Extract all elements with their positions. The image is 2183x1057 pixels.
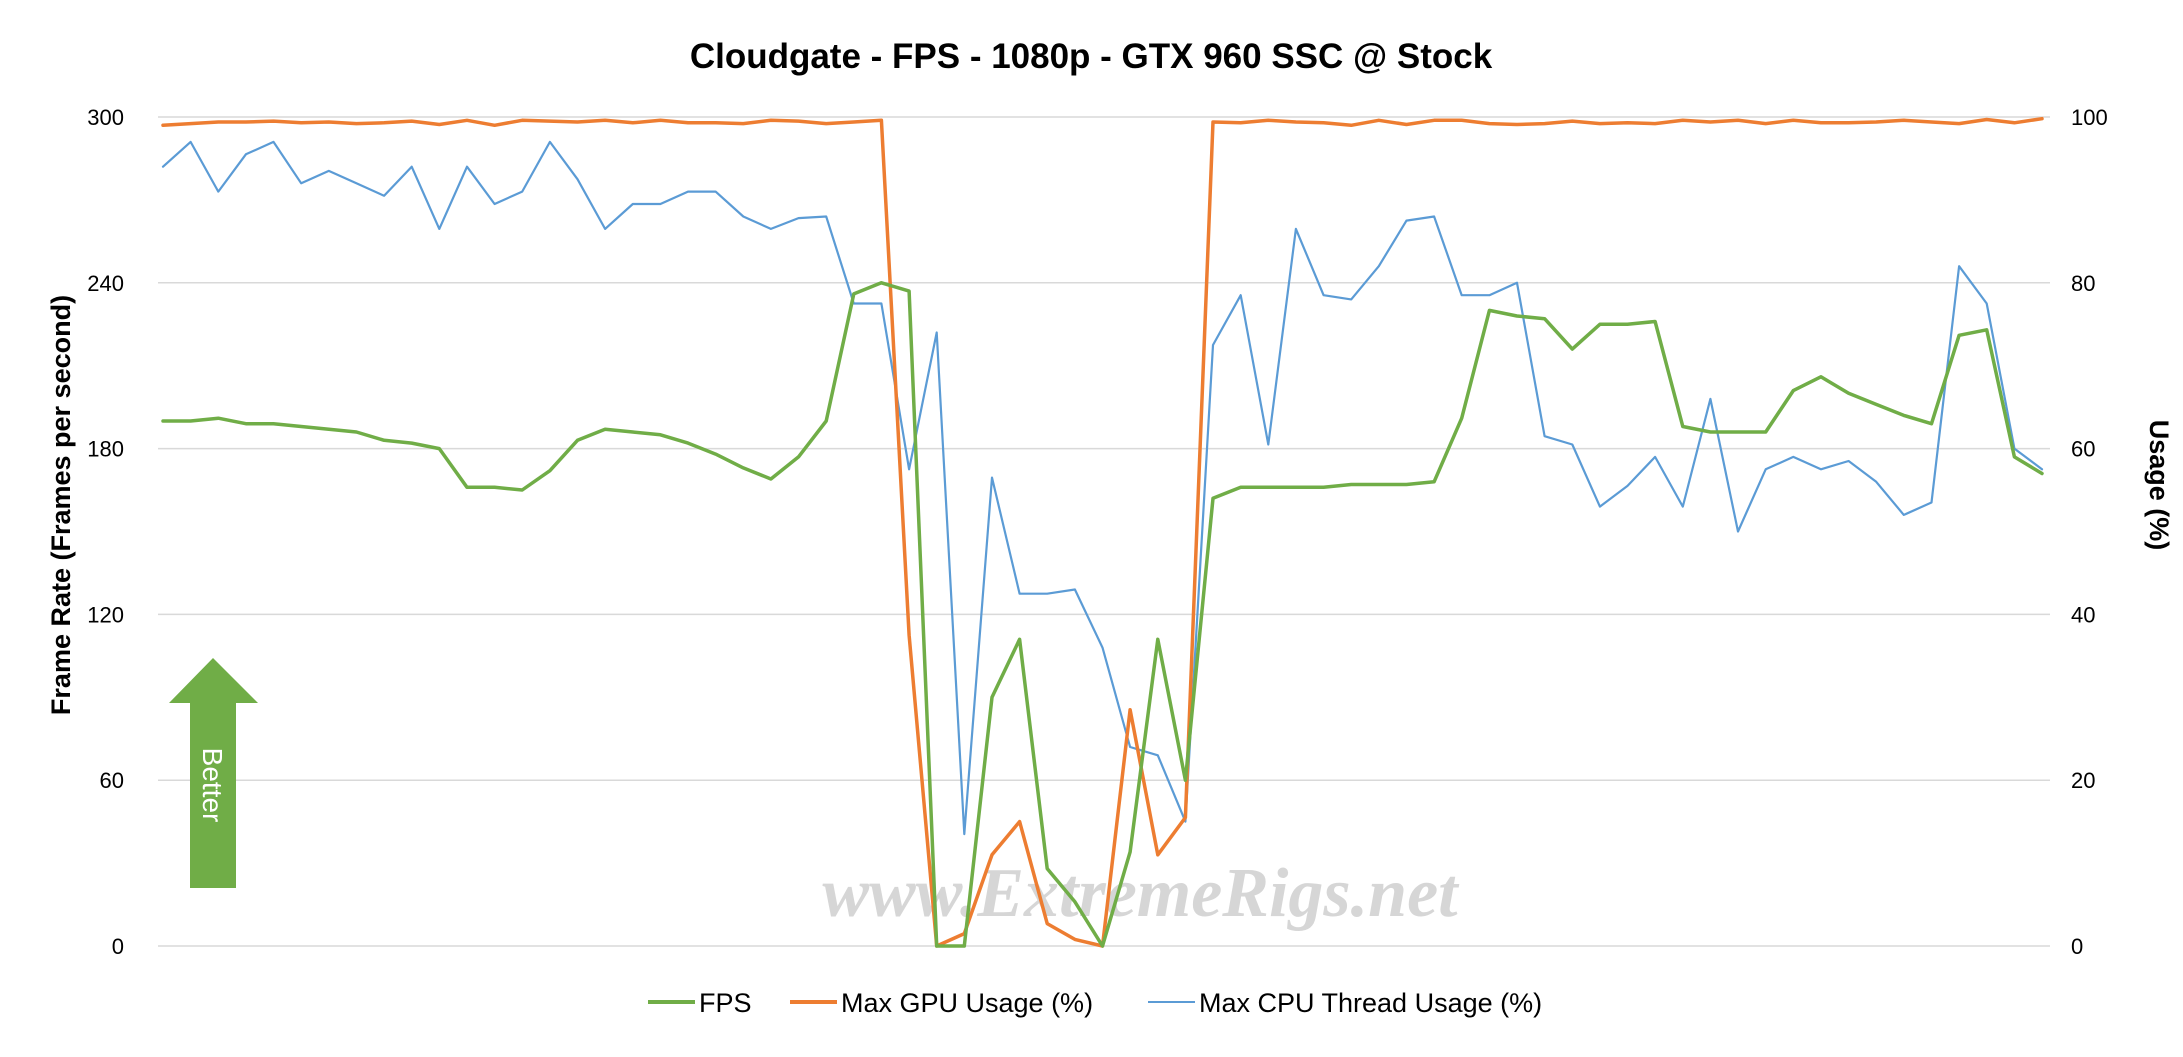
legend-label-fps: FPS (699, 988, 752, 1018)
gridlines (158, 116, 2050, 947)
better-label: Better (197, 748, 228, 823)
y2-tick-label: 100 (2071, 105, 2108, 130)
up-arrow-icon (169, 658, 258, 888)
series-lines (161, 116, 2044, 948)
better-arrow: Better (169, 658, 258, 888)
y-axis-title: Frame Rate (Frames per second) (46, 295, 76, 715)
y-tick-label: 0 (112, 934, 124, 959)
chart-title: Cloudgate - FPS - 1080p - GTX 960 SSC @ … (690, 37, 1493, 76)
y2-tick-label: 20 (2071, 768, 2095, 793)
legend: FPS Max GPU Usage (%) Max CPU Thread Usa… (648, 988, 1542, 1018)
y2-tick-label: 60 (2071, 437, 2095, 462)
y2-axis-title: Usage (%) (2144, 420, 2174, 551)
fps-line (161, 281, 2044, 948)
y2-axis-ticks: 0 20 40 60 80 100 (2071, 105, 2108, 959)
y2-tick-label: 40 (2071, 602, 2095, 627)
gpu-usage-line (161, 116, 2044, 948)
y-tick-label: 60 (100, 768, 124, 793)
y-tick-label: 300 (87, 105, 124, 130)
y2-tick-label: 80 (2071, 271, 2095, 296)
legend-label-cpu: Max CPU Thread Usage (%) (1199, 988, 1542, 1018)
y-tick-label: 180 (87, 437, 124, 462)
cpu-thread-usage-line (161, 140, 2044, 836)
watermark-text: www.ExtremeRigs.net (822, 855, 1460, 932)
y-axis-ticks: 0 60 120 180 240 300 (87, 105, 124, 959)
y2-tick-label: 0 (2071, 934, 2083, 959)
y-tick-label: 240 (87, 271, 124, 296)
legend-label-gpu: Max GPU Usage (%) (841, 988, 1093, 1018)
watermark: www.ExtremeRigs.net (822, 855, 1460, 932)
y-tick-label: 120 (87, 602, 124, 627)
